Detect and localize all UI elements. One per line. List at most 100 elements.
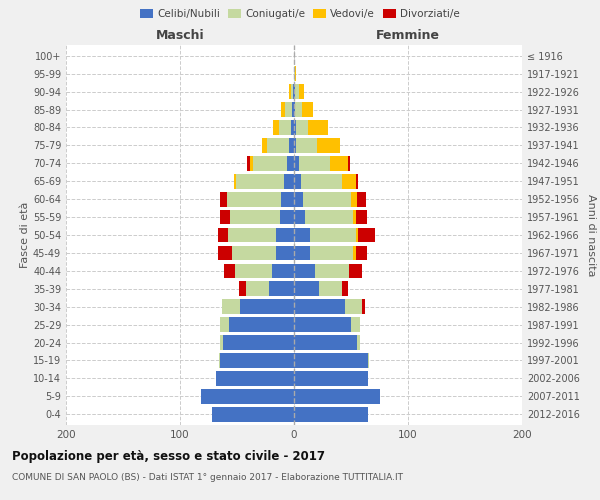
Text: Popolazione per età, sesso e stato civile - 2017: Popolazione per età, sesso e stato civil… xyxy=(12,450,325,463)
Bar xyxy=(294,407,368,422)
Bar xyxy=(342,174,356,188)
Bar xyxy=(250,156,253,170)
Bar xyxy=(319,282,342,296)
Bar xyxy=(294,318,351,332)
Bar xyxy=(280,210,294,224)
Text: Maschi: Maschi xyxy=(155,30,205,43)
Bar xyxy=(294,228,310,242)
Bar xyxy=(294,174,301,188)
Bar xyxy=(356,335,360,350)
Bar xyxy=(269,282,294,296)
Bar xyxy=(220,353,294,368)
Bar xyxy=(351,318,360,332)
Bar xyxy=(229,318,294,332)
Legend: Celibi/Nubili, Coniugati/e, Vedovi/e, Divorziati/e: Celibi/Nubili, Coniugati/e, Vedovi/e, Di… xyxy=(136,5,464,24)
Bar xyxy=(299,156,331,170)
Bar xyxy=(294,138,296,152)
Bar xyxy=(276,246,294,260)
Bar xyxy=(281,102,285,117)
Bar xyxy=(290,84,293,99)
Bar xyxy=(310,228,356,242)
Bar xyxy=(342,282,347,296)
Bar xyxy=(253,156,287,170)
Bar xyxy=(353,210,356,224)
Bar xyxy=(303,192,351,206)
Bar xyxy=(294,371,368,386)
Bar xyxy=(294,335,356,350)
Bar xyxy=(239,282,246,296)
Y-axis label: Anni di nascita: Anni di nascita xyxy=(586,194,596,276)
Bar xyxy=(295,84,299,99)
Bar xyxy=(235,264,272,278)
Bar xyxy=(230,210,280,224)
Bar xyxy=(290,120,294,135)
Bar xyxy=(262,138,266,152)
Bar xyxy=(317,138,340,152)
Bar xyxy=(223,335,294,350)
Bar xyxy=(347,156,350,170)
Bar xyxy=(314,264,349,278)
Bar xyxy=(289,138,294,152)
Bar xyxy=(227,192,281,206)
Bar xyxy=(220,335,223,350)
Bar xyxy=(220,318,229,332)
Bar xyxy=(292,102,294,117)
Bar xyxy=(299,84,304,99)
Bar xyxy=(220,192,227,206)
Bar xyxy=(281,192,294,206)
Bar xyxy=(232,246,276,260)
Bar xyxy=(212,407,294,422)
Bar xyxy=(295,102,302,117)
Bar xyxy=(362,300,365,314)
Bar xyxy=(356,174,358,188)
Bar xyxy=(295,66,296,81)
Y-axis label: Fasce di età: Fasce di età xyxy=(20,202,30,268)
Bar xyxy=(233,174,236,188)
Bar xyxy=(308,120,328,135)
Text: Femmine: Femmine xyxy=(376,30,440,43)
Bar xyxy=(279,120,290,135)
Bar xyxy=(266,138,289,152)
Bar xyxy=(276,228,294,242)
Bar xyxy=(353,246,356,260)
Bar xyxy=(294,264,314,278)
Bar xyxy=(241,300,294,314)
Bar xyxy=(301,174,342,188)
Bar xyxy=(356,246,367,260)
Bar xyxy=(368,353,369,368)
Bar xyxy=(294,353,368,368)
Bar xyxy=(224,264,235,278)
Bar xyxy=(294,102,295,117)
Bar xyxy=(293,84,294,99)
Bar xyxy=(218,228,228,242)
Text: COMUNE DI SAN PAOLO (BS) - Dati ISTAT 1° gennaio 2017 - Elaborazione TUTTITALIA.: COMUNE DI SAN PAOLO (BS) - Dati ISTAT 1°… xyxy=(12,472,403,482)
Bar xyxy=(356,228,358,242)
Bar xyxy=(285,102,292,117)
Bar xyxy=(294,210,305,224)
Bar xyxy=(236,174,284,188)
Bar xyxy=(356,192,366,206)
Bar xyxy=(296,120,308,135)
Bar xyxy=(217,371,294,386)
Bar xyxy=(294,66,295,81)
Bar xyxy=(218,246,232,260)
Bar xyxy=(222,300,241,314)
Bar xyxy=(200,389,294,404)
Bar xyxy=(351,192,356,206)
Bar xyxy=(220,210,230,224)
Bar xyxy=(287,156,294,170)
Bar xyxy=(294,84,295,99)
Bar xyxy=(294,192,303,206)
Bar xyxy=(349,264,362,278)
Bar xyxy=(305,210,353,224)
Bar xyxy=(294,246,310,260)
Bar xyxy=(310,246,353,260)
Bar xyxy=(294,389,380,404)
Bar xyxy=(246,282,269,296)
Bar xyxy=(302,102,313,117)
Bar xyxy=(294,156,299,170)
Bar xyxy=(284,174,294,188)
Bar xyxy=(294,120,296,135)
Bar xyxy=(219,353,220,368)
Bar xyxy=(289,84,290,99)
